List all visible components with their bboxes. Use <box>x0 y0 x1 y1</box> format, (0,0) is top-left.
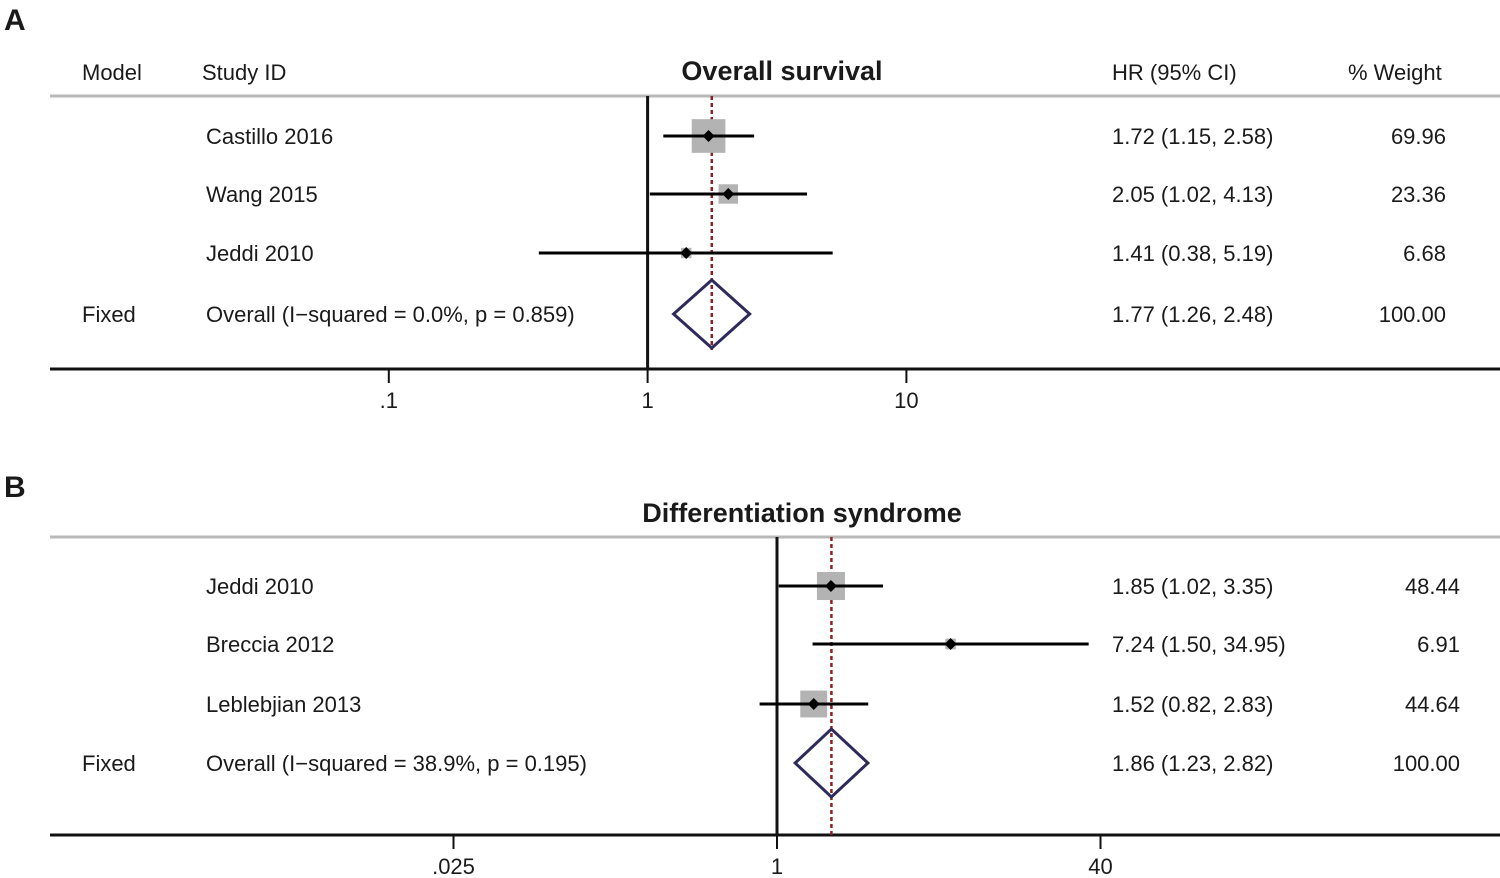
study-point-estimate <box>944 638 957 650</box>
panel-b-model-label: Fixed <box>82 751 136 776</box>
study-hr-ci: 1.85 (1.02, 3.35) <box>1112 574 1273 599</box>
panel-a-title: Overall survival <box>681 56 882 86</box>
panel-a: A Model Study ID Overall survival HR (95… <box>4 4 1442 86</box>
panel-b: B Differentiation syndrome <box>4 471 962 528</box>
panel-a-x-tick-label: .1 <box>380 388 398 413</box>
panel-a-x-tick-label: 10 <box>894 388 918 413</box>
study-id-header: Study ID <box>202 60 286 85</box>
panel-b-x-tick-label: 40 <box>1088 854 1112 878</box>
study-weight: 23.36 <box>1391 182 1446 207</box>
forest-marks: .1 1 10 Castillo 2016 1.72 (1.15, 2.58) 69.96… <box>50 94 1500 878</box>
panel-b-overall-label: Overall (I−squared = 38.9%, p = 0.195) <box>206 751 587 776</box>
panel-a-overall-weight: 100.00 <box>1379 302 1446 327</box>
panel-a-overall-hr-ci: 1.77 (1.26, 2.48) <box>1112 302 1273 327</box>
study-name: Wang 2015 <box>206 182 318 207</box>
panel-b-x-tick-label: 1 <box>771 854 783 878</box>
study-weight: 69.96 <box>1391 124 1446 149</box>
weight-header: % Weight <box>1348 60 1442 85</box>
panel-a-letter: A <box>4 4 26 37</box>
hr-ci-header: HR (95% CI) <box>1112 60 1237 85</box>
study-hr-ci: 1.52 (0.82, 2.83) <box>1112 692 1273 717</box>
study-hr-ci: 2.05 (1.02, 4.13) <box>1112 182 1273 207</box>
study-name: Castillo 2016 <box>206 124 333 149</box>
panel-b-title: Differentiation syndrome <box>642 498 962 528</box>
panel-a-model-label: Fixed <box>82 302 136 327</box>
study-weight: 6.68 <box>1403 241 1446 266</box>
study-weight: 48.44 <box>1405 574 1460 599</box>
study-point-estimate <box>680 247 693 259</box>
study-point-estimate <box>807 698 820 710</box>
model-header: Model <box>82 60 142 85</box>
study-hr-ci: 1.72 (1.15, 2.58) <box>1112 124 1273 149</box>
panel-b-overall-diamond <box>792 726 871 800</box>
study-weight: 6.91 <box>1417 632 1460 657</box>
study-point-estimate <box>722 188 735 200</box>
study-name: Breccia 2012 <box>206 632 334 657</box>
study-hr-ci: 7.24 (1.50, 34.95) <box>1112 632 1286 657</box>
study-name: Jeddi 2010 <box>206 241 314 266</box>
study-name: Leblebjian 2013 <box>206 692 361 717</box>
study-point-estimate <box>824 580 837 592</box>
panel-b-overall-hr-ci: 1.86 (1.23, 2.82) <box>1112 751 1273 776</box>
study-name: Jeddi 2010 <box>206 574 314 599</box>
study-weight: 44.64 <box>1405 692 1460 717</box>
panel-b-letter: B <box>4 471 26 504</box>
panel-b-overall-weight: 100.00 <box>1393 751 1460 776</box>
panel-b-x-tick-label: .025 <box>432 854 475 878</box>
panel-a-x-tick-label: 1 <box>641 388 653 413</box>
study-point-estimate <box>702 130 715 142</box>
panel-a-overall-diamond <box>671 277 752 351</box>
study-hr-ci: 1.41 (0.38, 5.19) <box>1112 241 1273 266</box>
panel-a-overall-label: Overall (I−squared = 0.0%, p = 0.859) <box>206 302 575 327</box>
